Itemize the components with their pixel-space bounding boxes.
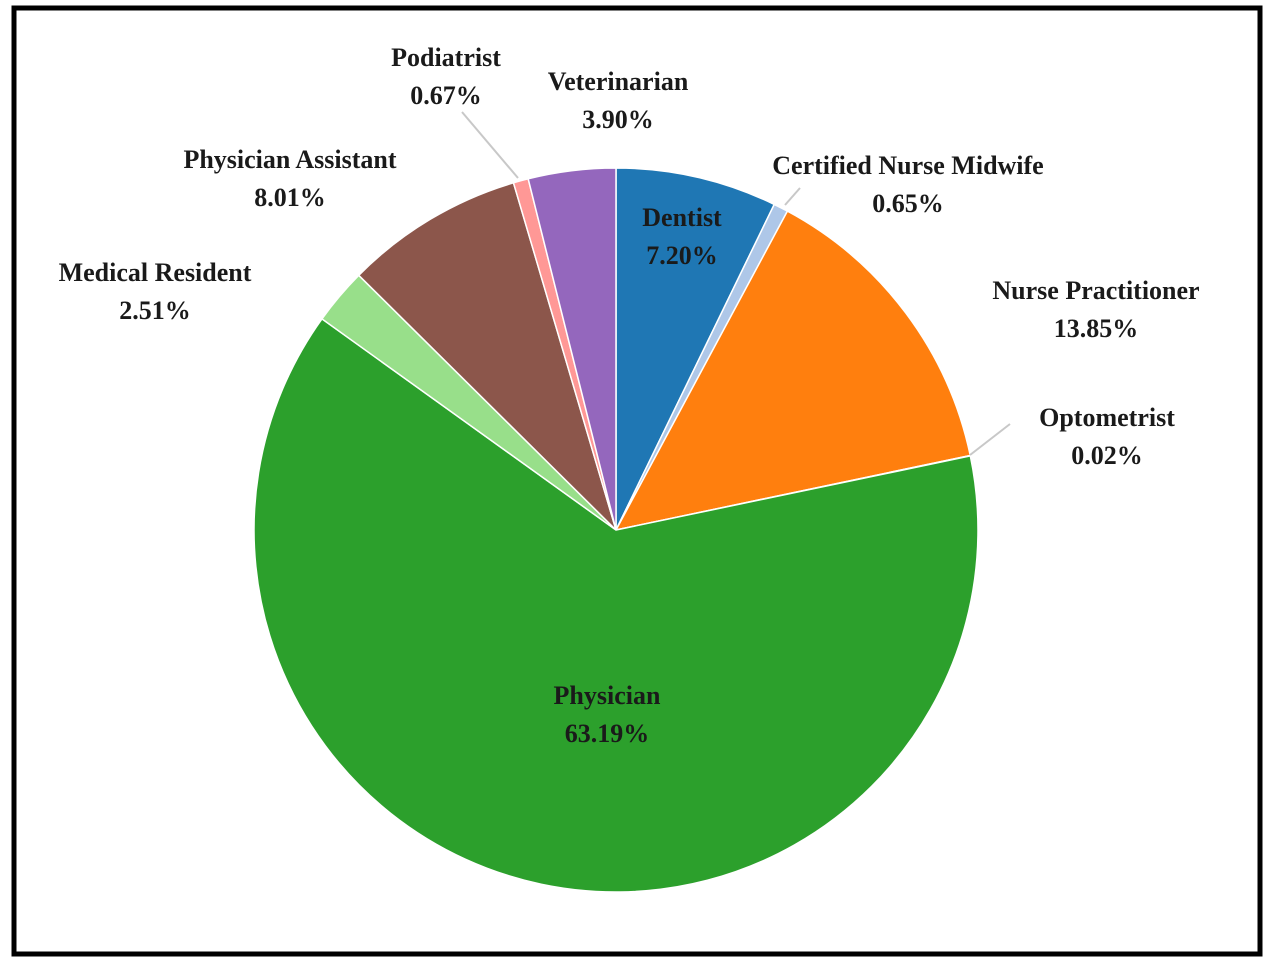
leader-line [461,111,519,179]
slice-label: Podiatrist [391,43,501,72]
slice-value: 2.51% [119,296,191,325]
slice-value: 0.02% [1071,441,1143,470]
slice [253,317,979,893]
slice-value: 0.65% [872,189,944,218]
slice-value: 8.01% [254,183,326,212]
slice-label: Physician [554,681,661,710]
slice-value: 7.20% [646,241,718,270]
leader-line [784,187,801,206]
slice-value: 63.19% [565,719,650,748]
leader-line [969,423,1011,456]
slice [527,167,617,531]
slice-value: 0.67% [410,81,482,110]
slice-label: Dentist [642,203,722,232]
slice-value: 3.90% [582,105,654,134]
slice-label: Nurse Practitioner [992,276,1199,305]
slice-label: Medical Resident [59,258,252,287]
slice-label: Optometrist [1039,403,1175,432]
leader-lines [461,111,1011,456]
slice-label: Certified Nurse Midwife [772,151,1043,180]
slice [614,210,972,532]
labels: Dentist 7.20% Certified Nurse Midwife 0.65%… [59,43,1200,748]
pie [253,167,979,893]
slice [615,167,776,531]
slice-label: Physician Assistant [183,145,396,174]
slice-label: Veterinarian [548,67,689,96]
slice-value: 13.85% [1054,314,1139,343]
slice [357,181,617,531]
